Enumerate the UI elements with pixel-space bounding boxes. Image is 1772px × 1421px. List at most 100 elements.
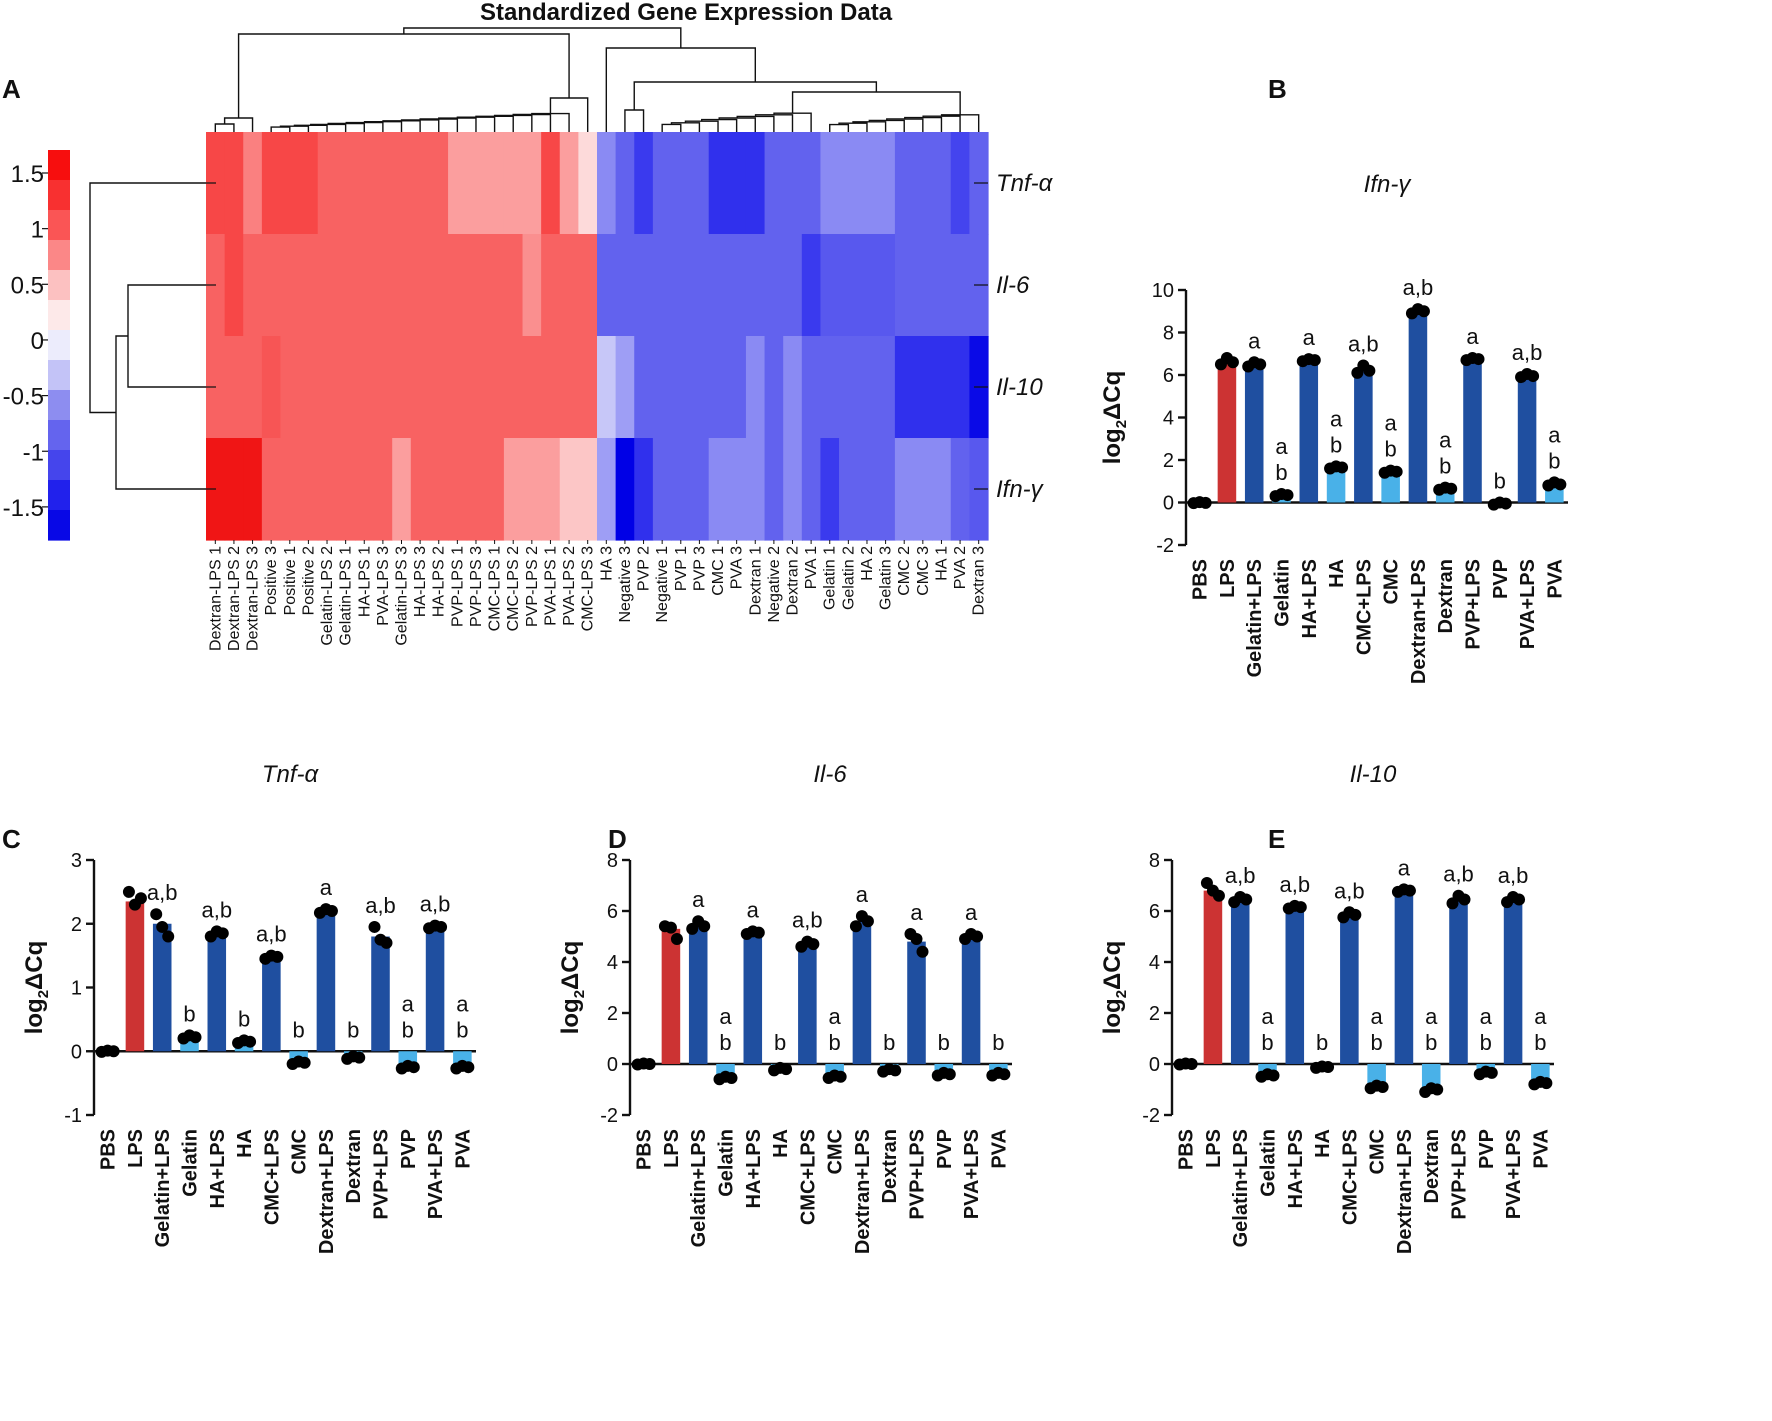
- data-point-ha-lps: [1308, 354, 1321, 367]
- heatmap-cell: [503, 234, 524, 337]
- heatmap-cell: [950, 336, 970, 439]
- data-point-dextran: [1445, 482, 1458, 495]
- data-point-pva: [1554, 478, 1567, 491]
- heatmap-cell: [634, 132, 654, 235]
- heatmap-cell: [299, 438, 319, 541]
- significance-label: b: [1548, 448, 1560, 473]
- bar-ha-lps: [743, 932, 763, 1064]
- heatmap-cell: [559, 438, 579, 541]
- significance-label: a: [402, 991, 415, 1016]
- heatmap-cell: [801, 234, 822, 337]
- heatmap-cell: [559, 234, 579, 337]
- column-label: PVA-LPS 1: [542, 546, 559, 626]
- heatmap-cell: [727, 132, 747, 235]
- colorbar-tick-label: -1: [23, 439, 44, 466]
- significance-label: a,b: [201, 897, 232, 922]
- heatmap-cell: [392, 438, 412, 541]
- heatmap-cell: [224, 336, 244, 439]
- significance-label: b: [293, 1017, 305, 1042]
- significance-label: a: [1385, 411, 1398, 436]
- significance-label: a: [1480, 1004, 1493, 1029]
- data-point-pvp: [407, 1061, 420, 1074]
- category-label-gelatin-lps: Gelatin+LPS: [152, 1129, 174, 1247]
- dendrogram-branch: [633, 81, 878, 110]
- category-label-ha-lps: HA+LPS: [207, 1129, 229, 1208]
- y-tick-label: 8: [1149, 850, 1160, 872]
- heatmap-cell: [783, 234, 803, 337]
- y-axis-label-tail: ΔCq: [1099, 371, 1126, 420]
- column-label: PVA 3: [729, 546, 746, 589]
- column-label: CMC 3: [915, 546, 932, 596]
- category-label-pvp-lps: PVP+LPS: [1463, 559, 1485, 650]
- data-point-gelatin-lps: [1240, 893, 1253, 906]
- significance-label: a,b: [147, 880, 178, 905]
- gene-label-tnf: Tnf-α: [996, 170, 1054, 197]
- significance-label: a: [1303, 325, 1316, 350]
- heatmap-cell: [894, 336, 915, 439]
- data-point-gelatin: [189, 1031, 202, 1044]
- heatmap-cell: [354, 438, 375, 541]
- dendrogram-branch: [223, 117, 254, 132]
- category-label-pvp-lps: PVP+LPS: [371, 1129, 393, 1220]
- heatmap-cell: [243, 336, 263, 439]
- heatmap-cell: [708, 336, 728, 439]
- heatmap-cell: [317, 234, 337, 337]
- heatmap-cell: [429, 336, 449, 439]
- heatmap-cell: [615, 336, 635, 439]
- heatmap-cell: [224, 132, 244, 235]
- heatmap-cell: [522, 438, 542, 541]
- significance-label: a: [747, 897, 760, 922]
- heatmap-cell: [764, 438, 784, 541]
- heatmap-cell: [857, 336, 877, 439]
- panel-label-a: A: [2, 74, 21, 104]
- bar-ha: [234, 1041, 254, 1052]
- bar-pvp-lps: [907, 941, 926, 1064]
- heatmap-cell: [243, 132, 263, 235]
- colorbar-segment: [48, 420, 70, 451]
- data-point-pva: [1540, 1077, 1553, 1090]
- significance-label: a: [456, 991, 469, 1016]
- heatmap-cell: [894, 438, 915, 541]
- significance-label: a,b: [1512, 340, 1543, 365]
- dendrogram-branch: [127, 284, 206, 388]
- data-point-ha: [1336, 461, 1349, 474]
- category-label-cmc-lps: CMC+LPS: [261, 1129, 283, 1225]
- heatmap-cell: [317, 438, 337, 541]
- heatmap-cell: [839, 336, 859, 439]
- significance-label: a: [1548, 422, 1561, 447]
- heatmap-cell: [783, 336, 803, 439]
- heatmap-cell: [448, 336, 468, 439]
- y-axis-label-main: log: [1099, 428, 1126, 464]
- heatmap-cell: [299, 132, 319, 235]
- data-point-pva-lps: [435, 920, 448, 933]
- y-tick-label: 6: [1149, 901, 1160, 923]
- data-point-pvp-lps: [1458, 893, 1471, 906]
- data-point-cmc: [298, 1056, 311, 1069]
- y-axis-label-sub: 2: [1113, 990, 1130, 998]
- y-tick-label: 0: [1163, 493, 1174, 515]
- heatmap-grid: [206, 132, 989, 541]
- column-label: Dextran-LPS 3: [245, 546, 262, 651]
- category-label-cmc-lps: CMC+LPS: [1339, 1129, 1361, 1225]
- data-point-pva-lps: [1513, 893, 1526, 906]
- significance-label: b: [1330, 432, 1342, 457]
- column-label: CMC 1: [710, 546, 727, 596]
- bar-pva-lps: [425, 926, 445, 1052]
- significance-label: a,b: [1334, 878, 1365, 903]
- significance-label: a,b: [792, 908, 823, 933]
- y-axis-label: log2ΔCq: [1099, 371, 1130, 465]
- data-point-lps: [664, 921, 677, 934]
- heatmap-cell: [429, 132, 449, 235]
- y-tick-label: 2: [1163, 450, 1174, 472]
- bar-dextran: [1421, 1064, 1441, 1090]
- category-label-pbs: PBS: [634, 1129, 656, 1170]
- category-label-ha: HA: [1312, 1129, 1334, 1158]
- data-point-pva: [998, 1068, 1011, 1081]
- y-axis-label-sub: 2: [35, 990, 52, 998]
- significance-label: a: [1425, 1004, 1438, 1029]
- significance-label: a,b: [1225, 863, 1256, 888]
- category-label-ha: HA: [234, 1129, 256, 1158]
- category-label-cmc: CMC: [825, 1129, 847, 1175]
